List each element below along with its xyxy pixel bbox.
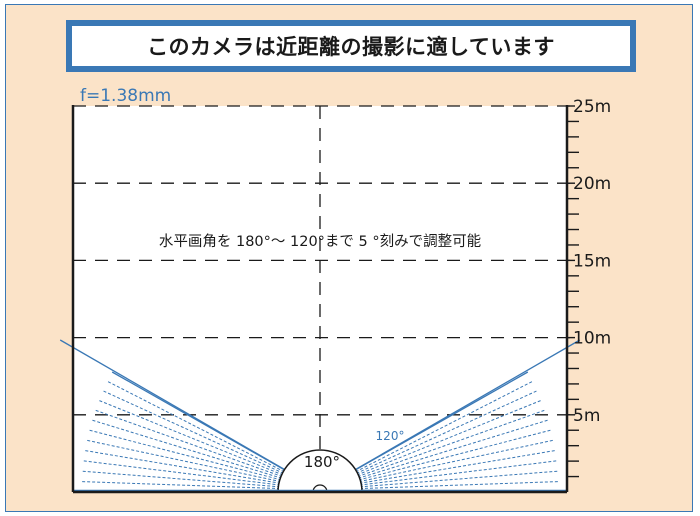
fov-boundary-left xyxy=(59,339,321,491)
page-title: このカメラは近距離の撮影に適しています xyxy=(147,35,555,59)
grid-layer xyxy=(73,105,573,492)
adjustment-note: 水平画角を 180°～ 120°まで 5 °刻みで調整可能 xyxy=(159,233,481,250)
plot-area xyxy=(73,106,567,492)
fov-boundary-right xyxy=(319,339,581,491)
angle-arc-180 xyxy=(277,449,363,493)
distance-label-5m: 5m xyxy=(573,406,600,426)
distance-label-20m: 20m xyxy=(573,174,611,194)
distance-label-25m: 25m xyxy=(573,97,611,117)
focal-length-label: f=1.38mm xyxy=(80,86,171,106)
title-banner: このカメラは近距離の撮影に適しています xyxy=(66,20,636,72)
distance-label-10m: 10m xyxy=(573,329,611,349)
distance-label-15m: 15m xyxy=(573,251,611,271)
tick-layer: 5m 10m 15m 20m 25m xyxy=(567,97,611,478)
angle-max-label: 180° xyxy=(304,453,340,471)
angle-min-label: 120° xyxy=(376,429,405,443)
